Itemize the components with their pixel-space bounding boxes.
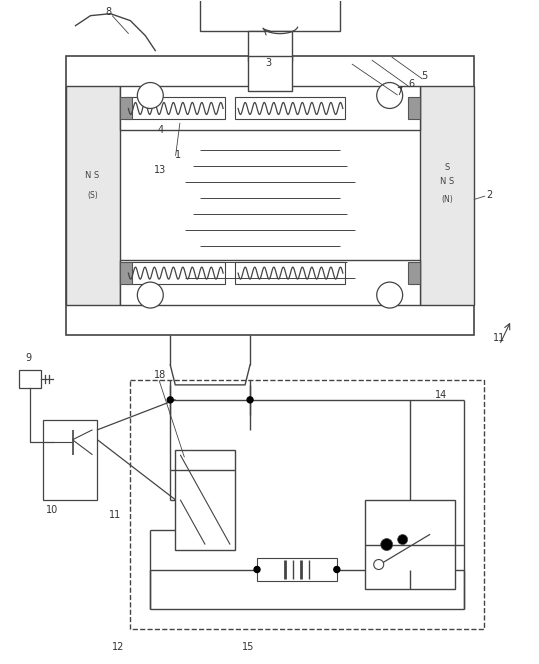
Circle shape — [137, 282, 163, 308]
Bar — [120, 260, 420, 305]
Text: 13: 13 — [154, 165, 167, 175]
Circle shape — [247, 397, 253, 403]
Bar — [407, 98, 420, 120]
Text: N S: N S — [85, 171, 100, 180]
Circle shape — [374, 560, 384, 570]
Bar — [248, 31, 292, 60]
Bar — [120, 98, 133, 120]
Text: 11: 11 — [109, 509, 121, 520]
Circle shape — [334, 566, 340, 572]
Bar — [175, 450, 235, 550]
Text: 2: 2 — [486, 191, 493, 201]
Bar — [130, 380, 485, 629]
Bar — [407, 262, 420, 284]
Bar — [365, 499, 454, 590]
Bar — [235, 262, 345, 284]
Bar — [420, 86, 474, 305]
Text: (N): (N) — [441, 195, 453, 204]
Bar — [126, 262, 225, 284]
Circle shape — [254, 566, 260, 572]
Text: 6: 6 — [409, 78, 414, 88]
Bar — [66, 86, 120, 305]
Bar — [19, 370, 40, 388]
Text: (S): (S) — [87, 191, 98, 200]
Circle shape — [377, 82, 403, 108]
Text: 3: 3 — [265, 58, 271, 68]
Text: 9: 9 — [25, 353, 32, 363]
Text: 15: 15 — [242, 642, 254, 652]
Circle shape — [398, 535, 407, 544]
Text: 10: 10 — [46, 505, 59, 515]
Text: 1: 1 — [175, 150, 181, 161]
Circle shape — [167, 397, 173, 403]
Bar — [43, 420, 98, 499]
Bar — [126, 98, 225, 120]
Bar — [120, 262, 133, 284]
Text: N S: N S — [440, 177, 455, 186]
Text: 7: 7 — [397, 86, 403, 96]
Bar — [120, 86, 420, 130]
Text: 5: 5 — [421, 70, 428, 80]
Text: S: S — [445, 163, 450, 172]
Bar — [257, 558, 337, 582]
Text: 4: 4 — [157, 125, 163, 135]
Text: 8: 8 — [105, 7, 112, 17]
Text: 18: 18 — [154, 370, 167, 380]
Circle shape — [377, 282, 403, 308]
Bar — [248, 56, 292, 90]
Text: 11: 11 — [493, 333, 506, 343]
Circle shape — [381, 539, 393, 550]
Circle shape — [137, 82, 163, 108]
Text: 12: 12 — [112, 642, 125, 652]
Text: 14: 14 — [436, 390, 448, 400]
Bar — [235, 98, 345, 120]
Bar — [200, 0, 340, 31]
Bar — [66, 56, 474, 335]
